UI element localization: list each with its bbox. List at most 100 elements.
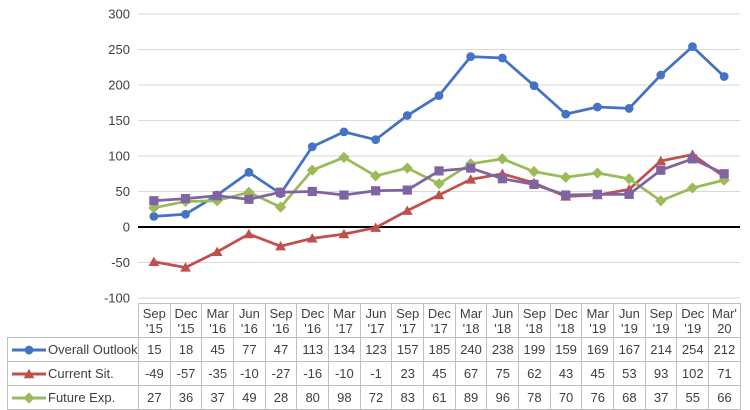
y-axis-tick-label: 150 — [108, 113, 130, 128]
circle-marker — [624, 104, 634, 113]
value-cell: 76 — [581, 385, 615, 410]
triangle-marker — [180, 262, 191, 272]
table-header-row: Sep '15 Dec '15 Mar '16 Jun '16 Sep '16 Dec '16 Mar '… — [8, 303, 741, 338]
y-axis-tick-label: -50 — [111, 255, 130, 270]
value-cell: 240 — [454, 337, 488, 362]
chart-screenshot: { "chart_data": { "type": "line", "title… — [7, 6, 741, 410]
circle-marker — [244, 167, 254, 177]
diamond-marker — [433, 178, 445, 190]
diamond-marker — [401, 162, 413, 174]
value-cell: 45 — [423, 361, 456, 386]
legend-key-triangle-icon — [12, 368, 46, 378]
circle-marker — [307, 142, 317, 152]
square-marker — [434, 166, 444, 176]
triangle-marker — [148, 256, 160, 266]
category-month: Dec — [174, 305, 198, 321]
y-axis-tick-label: -100 — [104, 291, 130, 304]
category-month: Dec — [554, 305, 578, 321]
category-month: Sep — [269, 305, 293, 321]
circle-marker — [497, 53, 507, 63]
category-month: Jun — [238, 305, 260, 321]
circle-marker — [466, 52, 476, 61]
square-marker — [561, 190, 571, 200]
value-cell: 43 — [549, 361, 583, 386]
value-cell: 71 — [708, 361, 741, 386]
category-month: Jun — [618, 305, 640, 321]
x-axis-category-header: Jun '19 — [613, 303, 646, 338]
x-axis-category-header: Sep '19 — [644, 303, 678, 338]
category-year: '16 — [240, 320, 258, 336]
y-axis-tick-label: 0 — [123, 220, 130, 235]
legend-key-circle-icon — [12, 345, 46, 354]
value-cell: -49 — [138, 361, 171, 386]
square-marker — [149, 196, 159, 206]
diamond-marker — [623, 173, 635, 185]
value-cell: 113 — [296, 337, 330, 362]
x-axis-category-header: Mar '16 — [201, 303, 235, 338]
category-month: Dec — [301, 305, 325, 321]
value-cell: 49 — [233, 385, 266, 410]
y-axis-tick-label: 250 — [108, 42, 130, 57]
value-cell: 89 — [454, 385, 488, 410]
square-marker — [592, 189, 603, 199]
category-year: '18 — [525, 320, 543, 336]
category-year: '17 — [367, 320, 385, 336]
value-cell: -16 — [296, 361, 330, 386]
value-cell: 28 — [264, 385, 298, 410]
category-year: '18 — [462, 320, 480, 336]
value-cell: 27 — [138, 385, 171, 410]
triangle-marker — [401, 205, 413, 215]
circle-marker — [593, 102, 602, 112]
value-cell: 134 — [328, 337, 361, 362]
value-cell: 123 — [359, 337, 393, 362]
square-marker — [275, 187, 286, 197]
value-cell: 159 — [549, 337, 583, 362]
diamond-marker — [528, 166, 540, 178]
diamond-marker — [306, 164, 318, 176]
value-cell: 55 — [676, 385, 710, 410]
category-month: Jun — [492, 305, 514, 321]
triangle-marker — [370, 222, 382, 232]
category-month: Mar — [459, 305, 483, 321]
circle-marker — [434, 91, 444, 101]
value-cell: 78 — [518, 385, 551, 410]
triangle-marker — [655, 155, 667, 166]
category-year: '16 — [209, 320, 227, 336]
value-cell: 66 — [708, 385, 741, 410]
x-axis-category-header: Dec '15 — [169, 303, 203, 338]
category-month: Sep — [396, 305, 420, 321]
square-marker — [624, 189, 634, 199]
value-cell: 169 — [581, 337, 615, 362]
triangle-marker — [433, 189, 445, 200]
triangle-marker — [306, 233, 318, 243]
diamond-marker — [338, 151, 350, 164]
value-cell: 18 — [169, 337, 203, 362]
circle-marker — [149, 211, 159, 221]
square-marker — [180, 194, 191, 204]
value-cell: 93 — [644, 361, 678, 386]
value-cell: 96 — [486, 385, 520, 410]
circle-marker — [339, 127, 349, 137]
value-cell: 238 — [486, 337, 520, 362]
value-cell: -10 — [233, 361, 266, 386]
value-cell: 68 — [613, 385, 646, 410]
category-month: Dec — [427, 305, 451, 321]
circle-marker — [561, 109, 571, 119]
value-cell: 254 — [676, 337, 710, 362]
square-marker — [529, 179, 539, 189]
value-cell: 199 — [518, 337, 551, 362]
value-cell: 102 — [676, 361, 710, 386]
square-marker — [339, 190, 349, 200]
y-axis-tick-label: 200 — [108, 78, 130, 93]
x-axis-category-header: Mar' 20 — [708, 303, 741, 338]
category-month: Jun — [365, 305, 387, 321]
category-year: '19 — [684, 320, 702, 336]
value-cell: 75 — [486, 361, 520, 386]
square-marker — [466, 163, 476, 173]
diamond-marker — [496, 153, 508, 165]
category-month: Mar — [333, 305, 356, 321]
category-year: '16 — [304, 320, 322, 336]
triangle-marker — [465, 174, 477, 184]
category-month: Mar — [586, 305, 609, 321]
square-marker — [244, 194, 254, 204]
